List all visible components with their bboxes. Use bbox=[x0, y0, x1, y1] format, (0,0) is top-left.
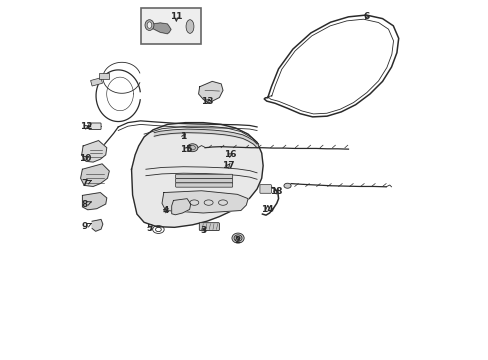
Text: 12: 12 bbox=[80, 122, 92, 131]
FancyBboxPatch shape bbox=[199, 223, 219, 230]
Polygon shape bbox=[81, 140, 106, 162]
Text: 9: 9 bbox=[81, 222, 91, 231]
Text: 6: 6 bbox=[363, 12, 369, 21]
FancyBboxPatch shape bbox=[89, 123, 101, 130]
Polygon shape bbox=[81, 164, 109, 186]
Text: 2: 2 bbox=[234, 237, 240, 246]
Text: 10: 10 bbox=[79, 154, 91, 163]
Text: 5: 5 bbox=[146, 224, 152, 233]
FancyBboxPatch shape bbox=[175, 183, 232, 187]
Ellipse shape bbox=[187, 144, 198, 152]
Text: 14: 14 bbox=[261, 205, 274, 214]
Polygon shape bbox=[145, 23, 171, 34]
Text: 7: 7 bbox=[81, 179, 91, 188]
Polygon shape bbox=[82, 193, 106, 210]
Text: 4: 4 bbox=[162, 206, 168, 215]
Ellipse shape bbox=[144, 20, 154, 31]
FancyBboxPatch shape bbox=[175, 174, 232, 179]
Polygon shape bbox=[171, 199, 190, 215]
Ellipse shape bbox=[147, 22, 151, 28]
Bar bbox=[99, 73, 109, 79]
FancyBboxPatch shape bbox=[260, 185, 271, 193]
Ellipse shape bbox=[185, 20, 194, 33]
Ellipse shape bbox=[284, 183, 290, 188]
FancyBboxPatch shape bbox=[140, 8, 201, 44]
FancyBboxPatch shape bbox=[175, 179, 232, 183]
Text: 11: 11 bbox=[170, 12, 182, 21]
Text: 15: 15 bbox=[180, 145, 192, 154]
Polygon shape bbox=[198, 81, 223, 103]
Text: 18: 18 bbox=[269, 187, 282, 196]
Polygon shape bbox=[92, 220, 102, 231]
Text: 13: 13 bbox=[200, 96, 213, 105]
Polygon shape bbox=[162, 191, 247, 213]
Text: 1: 1 bbox=[180, 132, 186, 141]
Ellipse shape bbox=[231, 233, 244, 243]
Polygon shape bbox=[131, 123, 263, 227]
Bar bbox=[90, 78, 102, 86]
Text: 16: 16 bbox=[224, 150, 236, 159]
Text: 17: 17 bbox=[222, 161, 234, 170]
Text: 8: 8 bbox=[81, 200, 91, 209]
Text: 3: 3 bbox=[200, 226, 206, 235]
